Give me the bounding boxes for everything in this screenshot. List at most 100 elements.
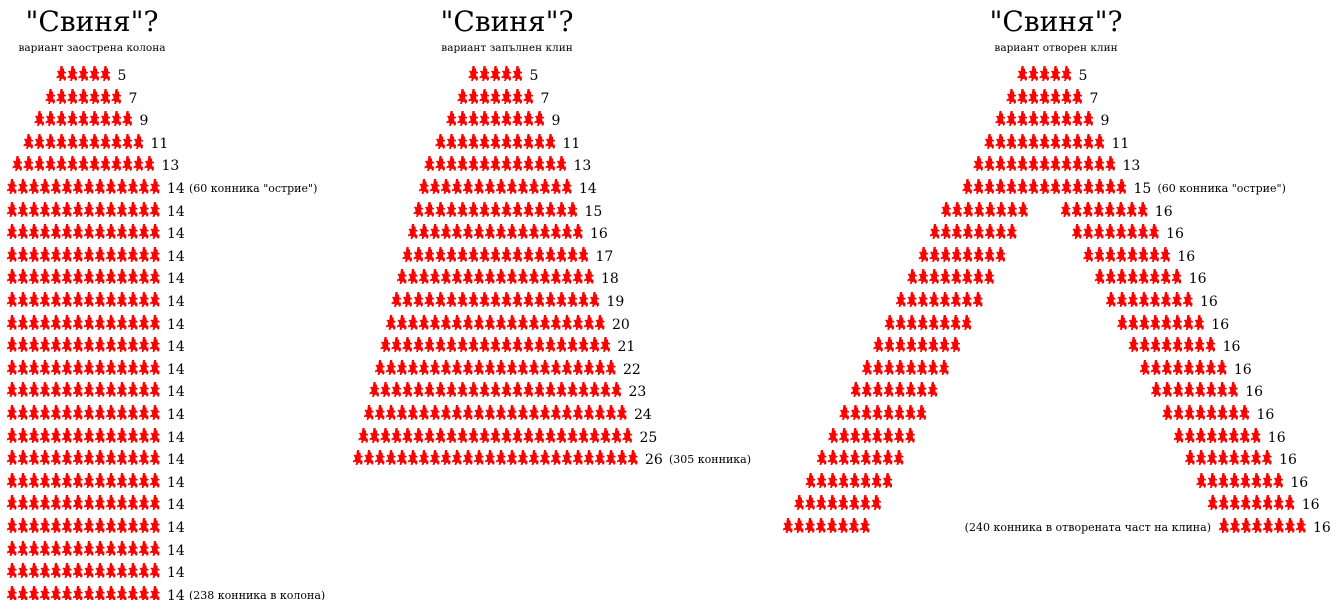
rider-icon: [446, 111, 457, 126]
rider-icon: [996, 202, 1006, 217]
rider-icon: [150, 473, 160, 488]
rider-icon: [916, 405, 927, 420]
row-count-label: 19: [607, 294, 625, 310]
rider-icon: [139, 473, 149, 488]
rider-icon: [1007, 202, 1017, 217]
rider-icon: [918, 269, 929, 284]
rider-icon: [479, 337, 490, 352]
rider-icon: [518, 405, 528, 420]
rider-icon: [18, 202, 28, 217]
rider-icon: [573, 269, 583, 284]
rider-icon: [106, 269, 116, 284]
rider-icon: [402, 428, 413, 443]
row-count-label: 14: [167, 362, 185, 378]
row-count-label: 11: [1112, 136, 1130, 152]
rider-icon: [474, 224, 484, 239]
rider-icon: [106, 518, 116, 533]
rider-icon: [51, 337, 61, 352]
rider-icon: [1185, 450, 1195, 465]
rider-icon: [962, 292, 972, 307]
rider-icon: [29, 337, 39, 352]
rider-icon: [397, 360, 407, 375]
rider-icon: [457, 247, 468, 262]
rider-icon: [73, 405, 83, 420]
rider-icon: [1183, 337, 1194, 352]
row-count-label: 7: [1090, 91, 1099, 107]
rider-icon: [84, 224, 94, 239]
rider-icon: [117, 315, 127, 330]
rider-icon: [479, 89, 490, 104]
row-count-label: 16: [1290, 475, 1308, 491]
rider-icon: [117, 202, 127, 217]
rider-icon: [391, 292, 402, 307]
rider-icon: [827, 518, 837, 533]
rider-icon: [51, 450, 61, 465]
rider-icon: [45, 111, 56, 126]
rider-icon: [18, 315, 28, 330]
rider-icon: [905, 382, 916, 397]
rider-icon: [106, 224, 116, 239]
row-count-label: 11: [151, 136, 169, 152]
rider-icon: [1138, 247, 1149, 262]
rider-icon: [512, 382, 523, 397]
rider-icon: [523, 428, 534, 443]
rider-icon: [51, 405, 61, 420]
rider-icon: [73, 337, 83, 352]
rider-icon: [468, 202, 479, 217]
rider-icon: [128, 360, 138, 375]
rider-icon: [408, 360, 418, 375]
rider-icon: [940, 292, 950, 307]
rider-icon: [1149, 269, 1160, 284]
rider-icon: [430, 405, 440, 420]
rider-icon: [929, 247, 940, 262]
rider-icon: [883, 382, 894, 397]
rider-icon: [95, 315, 105, 330]
rider-icon: [150, 541, 160, 556]
rider-icon: [995, 111, 1006, 126]
rider-icon: [562, 360, 572, 375]
rider-icon: [73, 450, 83, 465]
rider-icon: [424, 292, 435, 307]
rider-icon: [907, 292, 917, 307]
rider-icon: [496, 224, 506, 239]
rider-icon: [940, 269, 951, 284]
row-count-label: 23: [629, 384, 647, 400]
rider-icon: [106, 473, 116, 488]
rider-icon: [424, 382, 435, 397]
rider-icon: [479, 247, 490, 262]
rider-icon: [128, 586, 138, 600]
rider-icon: [1194, 360, 1205, 375]
row-count-label: 7: [541, 91, 550, 107]
rider-icon: [496, 315, 506, 330]
rider-icon: [1094, 156, 1105, 171]
rider-icon: [18, 563, 28, 578]
rider-icon: [507, 179, 517, 194]
rider-icon: [457, 156, 468, 171]
rider-icon: [917, 360, 927, 375]
rider-icon: [78, 156, 89, 171]
rider-icon: [84, 541, 94, 556]
rider-icon: [106, 563, 116, 578]
rider-icon: [452, 315, 462, 330]
rider-icon: [441, 360, 451, 375]
rider-icon: [386, 315, 396, 330]
rider-icon: [617, 405, 627, 420]
rider-icon: [84, 473, 94, 488]
row-count-label: 14: [167, 543, 185, 559]
rider-icon: [962, 269, 973, 284]
rider-icon: [1006, 134, 1017, 149]
rider-icon: [364, 450, 374, 465]
rider-icon: [51, 495, 61, 510]
rider-icon: [1160, 247, 1171, 262]
rider-icon: [501, 247, 512, 262]
rider-icon: [18, 360, 28, 375]
row-count-label: 14: [167, 294, 185, 310]
row-count-label: 24: [634, 407, 652, 423]
rider-icon: [918, 292, 928, 307]
rider-icon: [1228, 382, 1238, 397]
rider-icon: [1207, 495, 1218, 510]
rider-icon: [441, 315, 451, 330]
rider-icon: [29, 202, 39, 217]
rider-icon: [408, 405, 418, 420]
rider-icon: [40, 428, 50, 443]
